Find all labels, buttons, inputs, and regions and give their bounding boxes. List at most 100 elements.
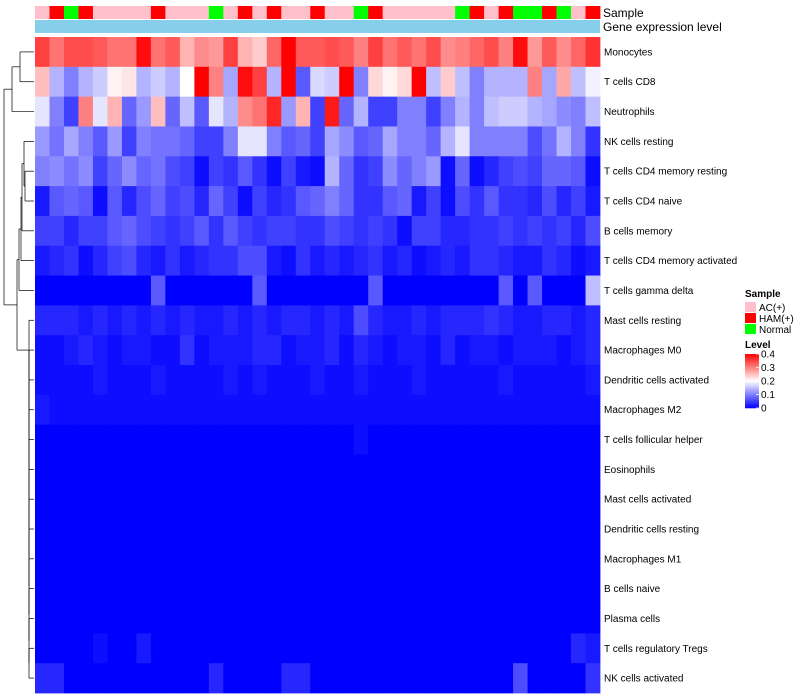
heatmap-cell <box>397 305 413 336</box>
heatmap-cell <box>237 454 253 485</box>
heatmap-cell <box>107 126 123 157</box>
heatmap-cell <box>121 663 137 694</box>
sample-annotation-cell <box>208 6 224 19</box>
heatmap-cell <box>266 394 282 426</box>
heatmap-cell <box>35 126 50 157</box>
heatmap-cell <box>49 335 65 366</box>
heatmap-cell <box>368 514 384 545</box>
heatmap-cell <box>353 454 369 485</box>
heatmap-cell <box>397 335 413 366</box>
heatmap-cell <box>179 454 195 485</box>
heatmap-cell <box>368 365 384 396</box>
heatmap-cell <box>585 454 601 485</box>
heatmap-cell <box>542 454 557 485</box>
heatmap-cell <box>353 514 369 545</box>
heatmap-cell <box>426 603 442 634</box>
heatmap-cell <box>252 156 268 187</box>
heatmap-cell <box>571 215 586 247</box>
heatmap-cells <box>35 37 601 694</box>
heatmap-cell <box>513 96 528 127</box>
sample-annotation-cell <box>266 6 282 19</box>
heatmap-cell <box>469 603 485 634</box>
heatmap-cell <box>223 633 239 664</box>
heatmap-cell <box>513 514 528 545</box>
heatmap-cell <box>223 514 239 545</box>
sample-annotation-cell <box>484 6 499 19</box>
heatmap-cell <box>63 96 79 127</box>
heatmap-cell <box>49 126 65 157</box>
heatmap-cell <box>556 66 572 98</box>
heatmap-cell <box>339 215 355 247</box>
level-colorbar-segment <box>745 397 759 399</box>
heatmap-cell <box>63 663 79 694</box>
heatmap-cell <box>208 186 224 217</box>
heatmap-cell <box>368 573 384 604</box>
heatmap-cell <box>92 543 108 575</box>
heatmap-cell <box>353 126 369 157</box>
heatmap-cell <box>527 215 543 247</box>
level-colorbar-segment <box>745 366 759 368</box>
heatmap-cell <box>455 484 471 515</box>
heatmap-cell <box>484 663 499 694</box>
heatmap-cell <box>237 66 253 98</box>
annotation-label-sample: Sample <box>603 6 644 20</box>
heatmap-cell <box>339 454 355 485</box>
heatmap-cell <box>542 394 557 426</box>
heatmap-cell <box>498 215 514 247</box>
heatmap-cell <box>63 37 79 68</box>
heatmap-cell <box>571 424 586 455</box>
heatmap-cell <box>223 66 239 98</box>
heatmap-cell <box>223 543 239 575</box>
heatmap-cell <box>440 573 456 604</box>
heatmap-cell <box>455 186 471 217</box>
heatmap-cell <box>440 245 456 276</box>
heatmap-cell <box>208 215 224 247</box>
heatmap-cell <box>49 96 65 127</box>
heatmap-cell <box>339 66 355 98</box>
heatmap-cell <box>107 484 123 515</box>
heatmap-cell <box>295 215 311 247</box>
heatmap-cell <box>426 275 442 306</box>
heatmap-cell <box>368 66 384 98</box>
heatmap-cell <box>571 305 586 336</box>
heatmap-cell <box>556 215 572 247</box>
heatmap-cell <box>121 573 137 604</box>
heatmap-cell <box>208 66 224 98</box>
heatmap-cell <box>324 66 340 98</box>
heatmap-cell <box>585 275 601 306</box>
heatmap-cell <box>571 66 586 98</box>
heatmap-cell <box>542 543 557 575</box>
heatmap-cell <box>78 37 94 68</box>
heatmap-cell <box>513 663 528 694</box>
heatmap-cell <box>266 305 282 336</box>
heatmap-cell <box>165 394 181 426</box>
heatmap-cell <box>556 514 572 545</box>
heatmap-cell <box>78 424 94 455</box>
heatmap-cell <box>484 514 499 545</box>
heatmap-cell <box>542 424 557 455</box>
heatmap-cell <box>339 394 355 426</box>
sample-legend-title: Sample <box>745 289 781 300</box>
sample-annotation-cell <box>194 6 210 19</box>
sample-annotation-cell <box>585 6 601 19</box>
heatmap-cell <box>513 335 528 366</box>
heatmap-cell <box>49 484 65 515</box>
heatmap-cell <box>194 543 210 575</box>
heatmap-cell <box>121 186 137 217</box>
heatmap-cell <box>237 603 253 634</box>
level-colorbar-segment <box>745 358 759 360</box>
heatmap-cell <box>484 186 499 217</box>
heatmap-cell <box>35 573 50 604</box>
heatmap-cell <box>353 96 369 127</box>
row-label: B cells naive <box>604 584 661 595</box>
heatmap-cell <box>179 186 195 217</box>
level-colorbar-segment <box>745 395 759 398</box>
heatmap-cell <box>310 96 326 127</box>
heatmap-cell <box>556 245 572 276</box>
sample-legend-label: AC(+) <box>759 303 785 314</box>
heatmap-cell <box>426 335 442 366</box>
heatmap-cell <box>455 454 471 485</box>
heatmap-cell <box>150 573 166 604</box>
heatmap-cell <box>513 215 528 247</box>
heatmap-cell <box>121 424 137 455</box>
